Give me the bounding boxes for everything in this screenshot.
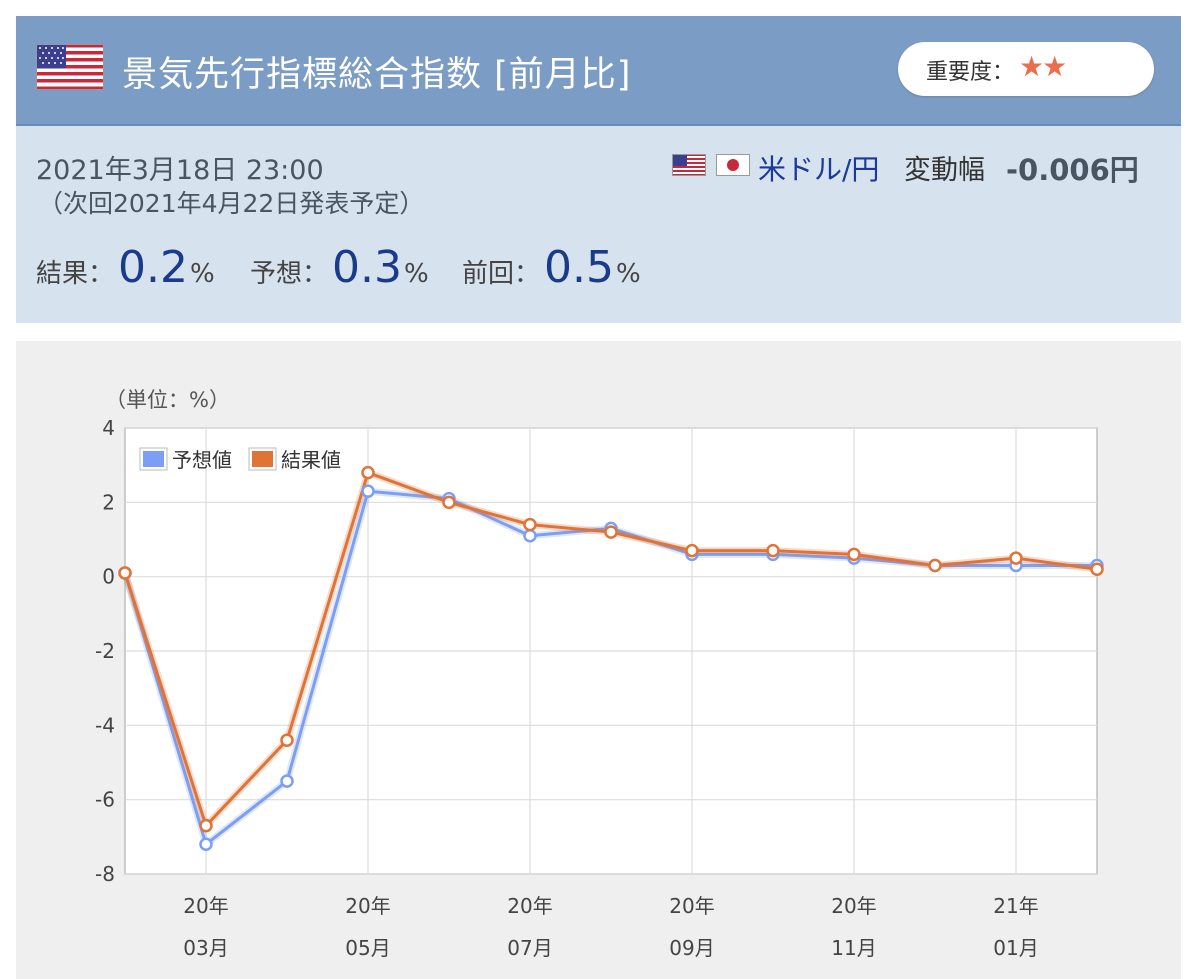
next-release: （次回2021年4月22日発表予定）	[38, 189, 425, 218]
chart-panel: 4 2 0 -2 -4 -6 -8 20年 03月 20年 05月 20年 07月 20年 09月 20年 11…	[16, 341, 1181, 979]
japan-flag-icon	[716, 154, 750, 176]
change-label: 変動幅	[904, 155, 985, 186]
x-tick-label-month: 07月	[507, 936, 552, 960]
x-tick-label-year: 20年	[831, 894, 876, 918]
data-point-result	[280, 733, 294, 747]
stat-result: 結果：0.2%	[36, 242, 215, 293]
data-point-result	[523, 517, 537, 532]
y-tick-label: -6	[95, 788, 115, 812]
x-tick-label-year: 20年	[345, 894, 390, 918]
data-point-forecast	[361, 484, 375, 498]
stat-result-unit: %	[190, 259, 215, 289]
stat-previous: 前回：0.5%	[462, 242, 641, 293]
data-point-result	[928, 558, 942, 573]
y-tick-label: 4	[102, 416, 115, 440]
stat-previous-label: 前回：	[462, 259, 541, 289]
importance-stars: ★★	[1019, 50, 1067, 83]
indicator-header: 景気先行指標総合指数 [前月比] 重要度： ★★	[16, 16, 1181, 126]
legend-swatch	[143, 451, 164, 467]
data-point-result	[1009, 551, 1023, 565]
y-tick-label: 2	[102, 490, 115, 514]
stat-previous-unit: %	[616, 259, 641, 289]
x-tick-label-month: 01月	[993, 936, 1038, 960]
x-tick-label-year: 20年	[507, 894, 552, 918]
stat-forecast: 予想：0.3%	[250, 242, 429, 293]
us-flag-icon	[672, 154, 706, 176]
stat-forecast-value: 0.3	[332, 242, 402, 293]
data-point-result	[118, 566, 132, 580]
y-tick-label: -8	[95, 862, 115, 886]
line-chart: 4 2 0 -2 -4 -6 -8 20年 03月 20年 05月 20年 07月 20年 09月 20年 11…	[95, 388, 1104, 960]
data-point-result	[766, 543, 780, 558]
indicator-title: 景気先行指標総合指数 [前月比]	[122, 55, 632, 95]
us-flag-icon	[36, 44, 104, 90]
stat-result-value: 0.2	[118, 242, 188, 293]
x-tick-label-year: 20年	[183, 894, 228, 918]
data-point-result	[1090, 562, 1104, 576]
stat-forecast-label: 予想：	[250, 259, 329, 289]
x-tick-label-month: 11月	[831, 936, 876, 960]
currency-pair-link[interactable]: 米ドル/円	[758, 153, 880, 186]
data-point-result	[685, 543, 699, 558]
importance-label: 重要度：	[926, 60, 1015, 85]
x-tick-label-year: 20年	[669, 894, 714, 918]
x-tick-label-month: 03月	[183, 936, 228, 960]
legend-label: 結果値	[281, 448, 341, 472]
importance-badge: 重要度： ★★	[898, 42, 1154, 96]
data-point-forecast	[280, 774, 294, 788]
data-point-result	[847, 547, 861, 562]
stat-forecast-unit: %	[404, 259, 429, 289]
data-point-result	[442, 495, 456, 510]
x-tick-label-year: 21年	[993, 894, 1038, 918]
data-point-forecast	[523, 529, 537, 543]
data-point-result	[361, 465, 375, 480]
legend-swatch	[252, 451, 273, 467]
stat-result-label: 結果：	[36, 259, 115, 289]
stat-previous-value: 0.5	[544, 242, 614, 293]
legend-label: 予想値	[172, 448, 232, 472]
change-value: -0.006円	[1006, 153, 1139, 187]
data-point-result	[604, 525, 618, 539]
unit-label: （単位：%）	[105, 388, 230, 412]
release-datetime: 2021年3月18日 23:00	[36, 155, 324, 186]
x-tick-label-month: 09月	[669, 936, 714, 960]
y-tick-label: -2	[95, 639, 115, 663]
x-tick-label-month: 05月	[345, 936, 390, 960]
data-point-forecast	[199, 837, 213, 852]
data-point-result	[199, 818, 213, 833]
y-tick-label: 0	[102, 565, 115, 589]
release-info-panel: 2021年3月18日 23:00 （次回2021年4月22日発表予定） 米ドル/…	[16, 126, 1181, 323]
y-tick-label: -4	[95, 713, 115, 737]
